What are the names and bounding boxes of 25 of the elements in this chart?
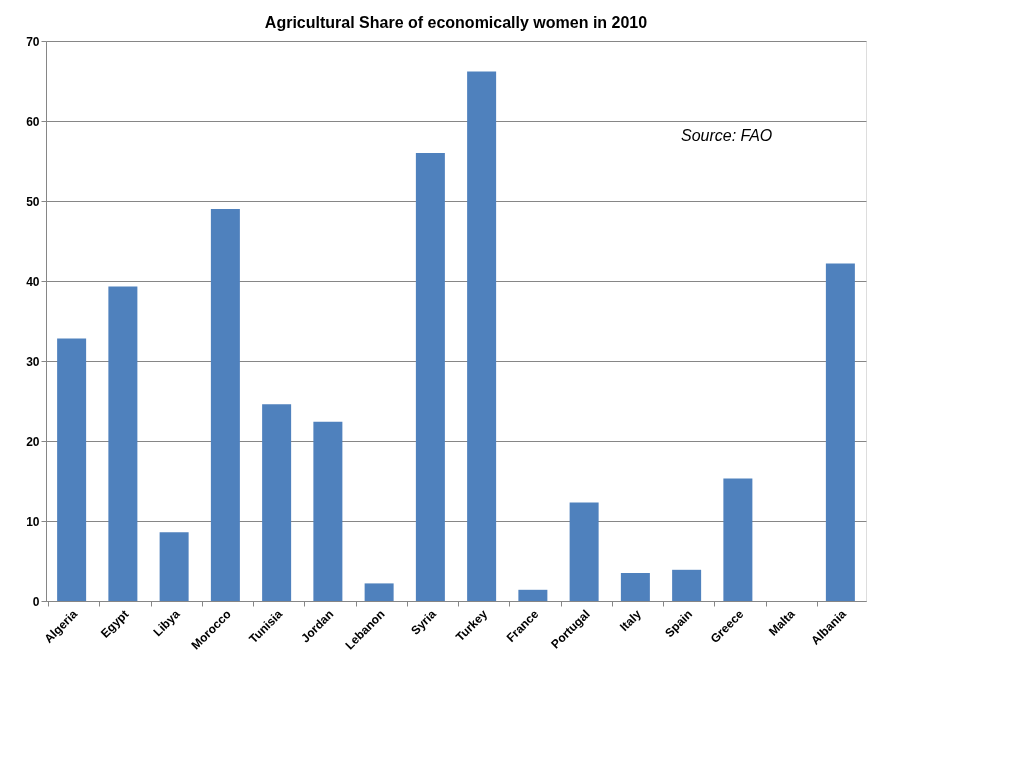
bar bbox=[364, 583, 394, 601]
y-tick-label: 30 bbox=[26, 354, 40, 369]
bar bbox=[672, 569, 702, 601]
bar bbox=[620, 573, 650, 601]
y-tick-label: 20 bbox=[26, 434, 40, 449]
bar bbox=[159, 532, 189, 601]
y-tick-label: 60 bbox=[26, 114, 40, 129]
bar bbox=[415, 153, 445, 601]
bar bbox=[569, 502, 599, 601]
y-tick-label: 70 bbox=[26, 34, 40, 49]
bar bbox=[57, 338, 87, 601]
y-tick-label: 50 bbox=[26, 194, 40, 209]
bar bbox=[467, 71, 497, 601]
bar bbox=[262, 404, 292, 601]
bar bbox=[825, 263, 855, 601]
bar bbox=[313, 421, 343, 601]
bar bbox=[518, 589, 548, 601]
y-tick-label: 40 bbox=[26, 274, 40, 289]
annotation: Source: FAO bbox=[680, 127, 773, 145]
y-tick-label: 0 bbox=[32, 594, 40, 609]
bar bbox=[210, 209, 240, 601]
bar bbox=[108, 286, 138, 601]
y-tick-label: 10 bbox=[26, 514, 40, 529]
bar bbox=[723, 478, 753, 601]
chart-title: Agricultural Share of economically women in 2010 bbox=[264, 14, 648, 31]
